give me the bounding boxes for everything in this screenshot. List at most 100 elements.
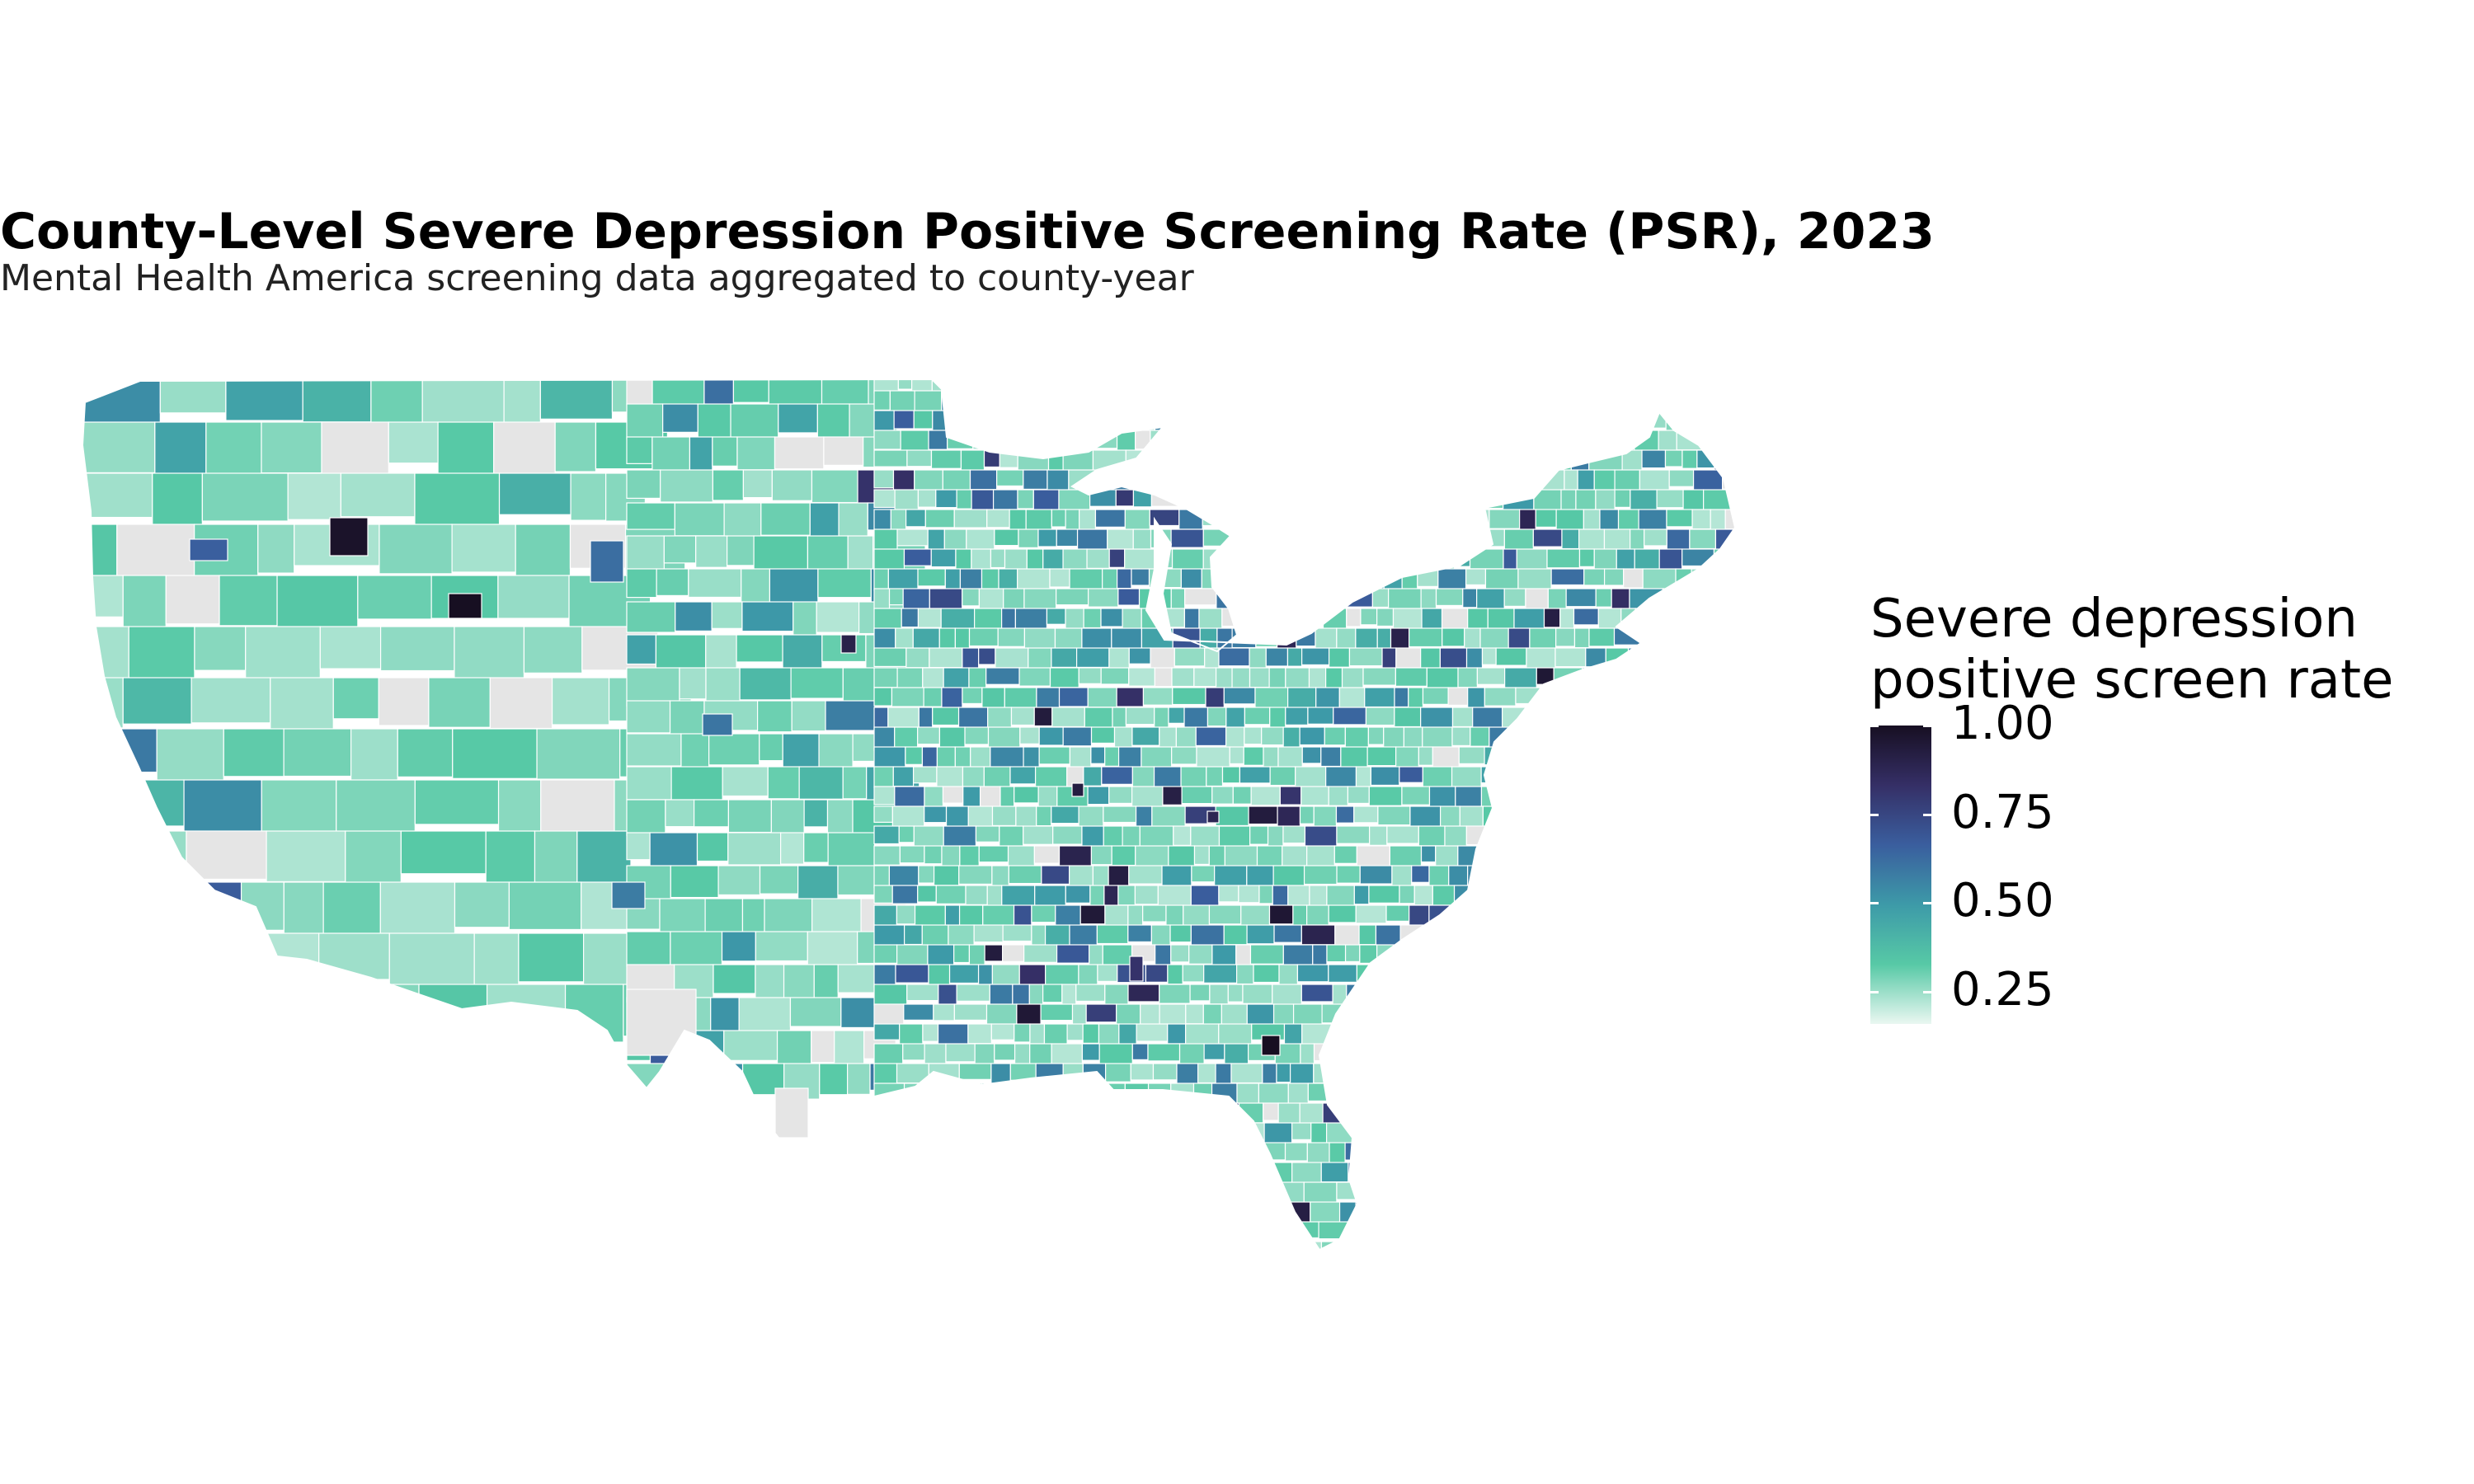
county [956, 984, 990, 1002]
county [564, 984, 624, 1043]
county [1689, 528, 1717, 550]
county [1111, 845, 1136, 866]
county [694, 799, 730, 828]
county [1001, 885, 1036, 908]
county [1614, 469, 1640, 492]
county [1051, 805, 1079, 824]
county [1023, 746, 1040, 769]
county [941, 845, 961, 869]
county [778, 403, 818, 434]
county [189, 538, 228, 561]
county [958, 1082, 983, 1106]
county [1268, 1201, 1286, 1224]
county [1721, 390, 1735, 414]
county [1450, 924, 1465, 944]
county [1127, 904, 1144, 928]
county [1426, 667, 1459, 691]
county [1117, 410, 1133, 430]
county [1229, 568, 1256, 592]
county [782, 733, 820, 772]
county [823, 436, 864, 466]
county [1588, 627, 1616, 647]
county [968, 627, 999, 647]
county [1081, 627, 1112, 651]
county [1583, 924, 1602, 942]
county [971, 1142, 990, 1164]
county [1603, 1122, 1629, 1147]
county [933, 865, 960, 886]
county [712, 436, 738, 467]
county [1602, 1142, 1632, 1167]
county [1215, 667, 1233, 691]
county [895, 964, 929, 984]
county [927, 1241, 948, 1250]
county [1090, 845, 1112, 866]
county [1446, 469, 1468, 492]
county [1135, 1221, 1154, 1242]
county [1150, 489, 1186, 507]
county [954, 746, 971, 770]
county [873, 568, 889, 591]
county [1366, 1162, 1400, 1181]
county [942, 469, 971, 491]
county [1249, 944, 1284, 965]
county [1503, 984, 1519, 1003]
county [1710, 568, 1726, 588]
county [1391, 528, 1421, 550]
county [1355, 904, 1387, 924]
county [1235, 944, 1252, 966]
county [1512, 865, 1548, 887]
county [944, 568, 962, 592]
legend-tick-mark [1870, 813, 1879, 816]
county [905, 746, 924, 765]
county [1195, 726, 1227, 747]
county [1487, 825, 1517, 848]
county [956, 379, 974, 389]
county [1676, 390, 1703, 416]
county [1083, 608, 1102, 629]
county [1154, 1142, 1189, 1163]
county [1554, 647, 1587, 668]
county [1737, 945, 1770, 966]
county [1154, 667, 1173, 688]
county [1085, 1201, 1112, 1220]
county [1134, 1122, 1150, 1144]
county [1238, 885, 1260, 904]
county [1696, 1082, 1717, 1106]
county [1276, 379, 1303, 391]
county [1661, 707, 1682, 730]
county [1713, 1181, 1735, 1205]
county [1004, 1162, 1032, 1186]
county [1347, 1221, 1363, 1244]
county [670, 766, 723, 801]
county [1086, 548, 1110, 569]
county [968, 944, 985, 969]
county [1718, 746, 1735, 766]
county [1108, 647, 1130, 669]
county [1405, 1122, 1425, 1143]
county [992, 489, 1018, 510]
county [887, 707, 920, 729]
county [663, 535, 697, 564]
county [922, 1023, 939, 1042]
county [1051, 707, 1085, 728]
county [1423, 1102, 1438, 1125]
county [1574, 1063, 1599, 1087]
county [954, 627, 971, 650]
county [1570, 449, 1590, 471]
county [994, 1043, 1016, 1061]
county [1313, 1063, 1343, 1084]
county [1142, 687, 1174, 706]
county [116, 524, 195, 580]
legend-tick-mark [1923, 725, 1931, 727]
county [705, 667, 741, 705]
county [957, 707, 989, 731]
county [942, 786, 964, 804]
county [723, 1030, 778, 1061]
county [1576, 1181, 1601, 1203]
county [1710, 1162, 1731, 1185]
county [1352, 1102, 1371, 1122]
county [1593, 548, 1617, 571]
county [1127, 984, 1160, 1003]
county [1362, 1221, 1382, 1244]
